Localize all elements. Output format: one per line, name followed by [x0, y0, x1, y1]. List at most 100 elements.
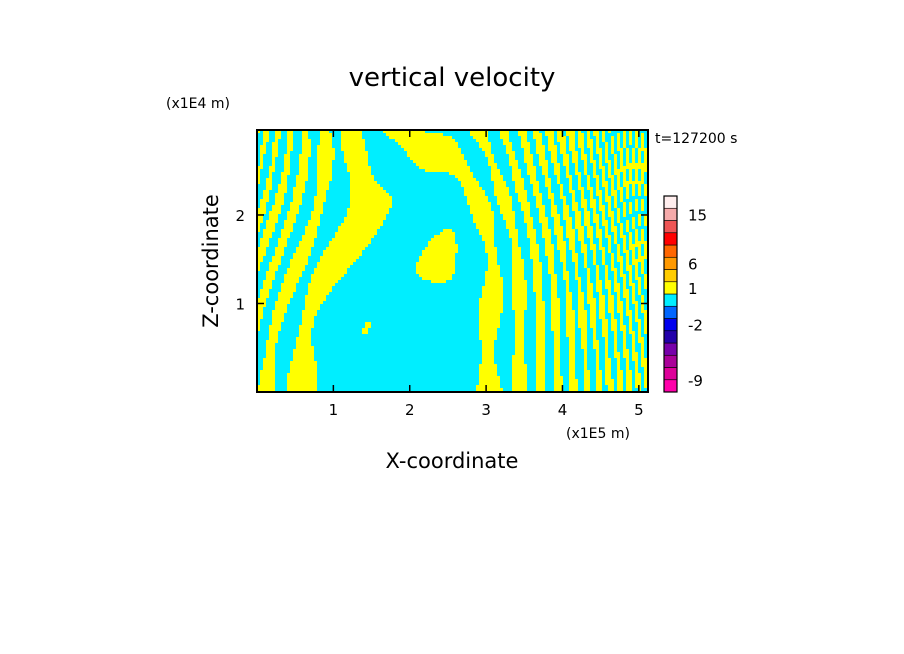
field-cell-positive — [635, 271, 638, 274]
field-cell-positive — [269, 169, 275, 172]
field-cell-positive — [542, 229, 551, 232]
field-cell-positive — [590, 190, 593, 193]
field-cell-positive — [587, 271, 590, 274]
field-cell-positive — [512, 280, 527, 283]
field-cell-positive — [344, 151, 368, 154]
colorbar-label: -9 — [688, 372, 703, 390]
field-cell-positive — [629, 130, 632, 133]
field-cell-positive — [569, 349, 575, 352]
field-cell-positive — [563, 277, 569, 280]
field-cell-positive — [569, 367, 575, 370]
field-cell-positive — [503, 217, 515, 220]
field-cell-positive — [635, 175, 638, 178]
field-cell-positive — [548, 190, 551, 193]
field-cell-positive — [293, 349, 314, 352]
field-cell-positive — [614, 355, 620, 358]
field-cell-positive — [617, 220, 620, 223]
field-cell-positive — [560, 196, 566, 199]
field-cell-positive — [485, 283, 503, 286]
field-cell-positive — [635, 142, 638, 145]
colorbar-segment — [663, 244, 678, 258]
field-cell-positive — [572, 256, 578, 259]
field-cell-positive — [317, 148, 335, 151]
field-cell-positive — [515, 187, 524, 190]
field-cell-positive — [587, 184, 590, 187]
field-cell-positive — [257, 316, 263, 319]
field-cell-positive — [476, 385, 500, 388]
field-cell-positive — [611, 319, 617, 322]
field-cell-positive — [623, 355, 629, 358]
field-cell-positive — [641, 307, 644, 310]
field-cell-positive — [623, 340, 626, 343]
field-cell-positive — [635, 169, 638, 172]
field-cell-positive — [470, 211, 494, 214]
field-cell-positive — [260, 370, 275, 373]
field-cell-positive — [626, 190, 629, 193]
field-cell-positive — [512, 175, 521, 178]
field-cell-positive — [614, 277, 617, 280]
field-cell-positive — [320, 259, 356, 262]
field-cell-positive — [530, 256, 539, 259]
field-cell-positive — [536, 364, 545, 367]
field-cell-positive — [482, 346, 494, 349]
field-cell-positive — [551, 280, 557, 283]
field-cell-positive — [623, 337, 626, 340]
field-cell-positive — [587, 130, 590, 133]
field-cell-positive — [635, 265, 638, 268]
field-cell-positive — [608, 250, 611, 253]
field-cell-positive — [272, 148, 278, 151]
field-cell-positive — [626, 196, 629, 199]
field-cell-positive — [383, 130, 425, 133]
field-cell-positive — [608, 175, 614, 178]
field-cell-positive — [470, 205, 491, 208]
field-cell-positive — [581, 331, 587, 334]
field-cell-positive — [293, 253, 311, 256]
field-cell-positive — [257, 166, 263, 169]
field-cell-positive — [341, 133, 362, 136]
field-cell-positive — [605, 193, 608, 196]
field-cell-positive — [491, 175, 503, 178]
field-cell-positive — [287, 271, 302, 274]
field-cell-positive — [407, 151, 461, 154]
field-cell-positive — [638, 148, 648, 151]
field-cell-positive — [569, 346, 575, 349]
field-cell-positive — [617, 139, 620, 142]
field-cell-positive — [617, 295, 620, 298]
field-cell-positive — [575, 163, 578, 166]
field-cell-positive — [605, 370, 611, 373]
field-cell-positive — [626, 367, 629, 370]
field-cell-positive — [536, 322, 545, 325]
field-cell-positive — [344, 217, 386, 220]
field-cell-positive — [536, 349, 545, 352]
field-cell-positive — [623, 202, 626, 205]
field-cell-positive — [563, 268, 566, 271]
field-cell-positive — [269, 337, 278, 340]
field-cell-positive — [635, 229, 638, 232]
field-cell-positive — [590, 310, 596, 313]
field-cell-positive — [572, 253, 578, 256]
field-cell-positive — [317, 190, 326, 193]
field-cell-positive — [617, 373, 623, 376]
field-cell-positive — [614, 331, 617, 334]
field-cell-positive — [566, 334, 575, 337]
field-cell-positive — [281, 181, 287, 184]
field-cell-positive — [632, 190, 635, 193]
field-cell-positive — [581, 250, 587, 253]
field-cell-positive — [485, 154, 494, 157]
field-cell-positive — [623, 352, 629, 355]
field-cell-positive — [536, 148, 545, 151]
field-cell-positive — [593, 208, 596, 211]
field-cell-positive — [302, 145, 311, 148]
field-cell-positive — [620, 157, 623, 160]
field-cell-positive — [281, 286, 296, 289]
field-cell-positive — [287, 214, 296, 217]
field-cell-positive — [488, 259, 497, 262]
field-cell-positive — [641, 352, 644, 355]
field-cell-positive — [545, 241, 551, 244]
field-cell-positive — [602, 136, 605, 139]
field-cell-positive — [611, 262, 614, 265]
field-cell-positive — [599, 310, 605, 313]
field-cell-positive — [287, 268, 305, 271]
field-cell-positive — [566, 172, 569, 175]
field-cell-positive — [263, 196, 269, 199]
